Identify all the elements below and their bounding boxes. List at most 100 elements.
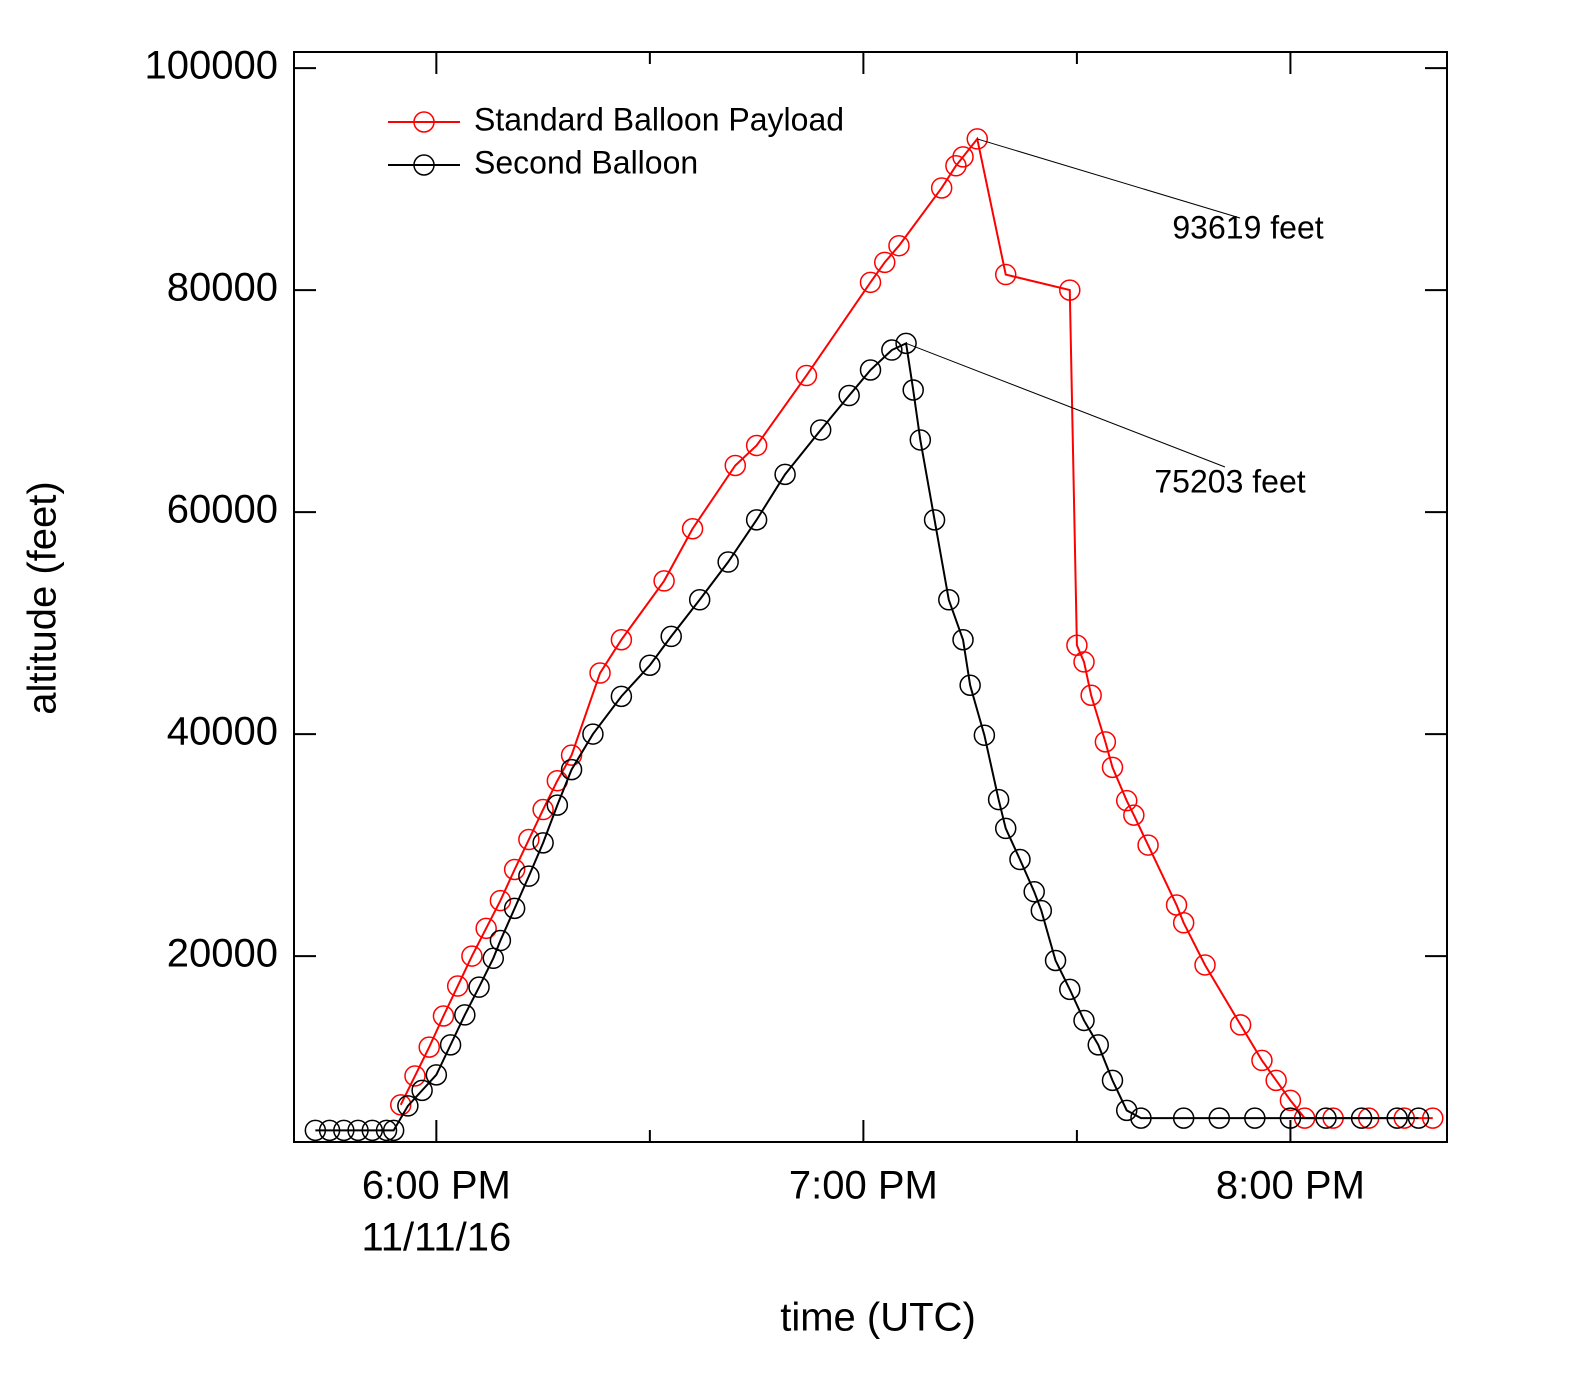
data-point — [1073, 1009, 1095, 1032]
data-point — [518, 865, 540, 887]
data-point — [390, 1094, 412, 1116]
annotation: 93619 feet — [1172, 209, 1323, 245]
data-point — [717, 551, 739, 573]
x-date-label: 11/11/16 — [361, 1216, 511, 1260]
data-point — [994, 263, 1017, 286]
data-point — [1087, 1034, 1110, 1056]
data-point — [1073, 651, 1095, 673]
data-point — [1115, 789, 1138, 812]
data-point — [404, 1065, 426, 1087]
data-point — [1279, 1089, 1302, 1112]
data-point — [418, 1036, 440, 1058]
data-point — [873, 251, 896, 274]
data-point — [895, 332, 917, 355]
data-point — [454, 1004, 476, 1026]
y-tick-label: 60000 — [167, 488, 278, 532]
data-point — [318, 1119, 341, 1142]
data-point — [397, 1095, 419, 1117]
data-point — [361, 1119, 384, 1142]
data-point — [966, 128, 989, 150]
x-tick-label: 8:00 PM — [1216, 1164, 1365, 1208]
data-point — [1422, 1107, 1444, 1129]
data-point — [503, 858, 526, 881]
data-point — [1059, 978, 1081, 1001]
y-tick-label: 100000 — [145, 44, 278, 88]
data-point — [795, 364, 818, 387]
data-point — [503, 897, 526, 920]
data-point — [560, 744, 583, 766]
data-point — [1172, 1107, 1195, 1129]
y-tick-label: 20000 — [167, 932, 278, 976]
data-point — [425, 1064, 448, 1086]
data-point — [1030, 899, 1053, 922]
data-point — [681, 517, 704, 540]
data-point — [888, 234, 910, 257]
data-point — [475, 917, 497, 940]
data-point — [923, 509, 946, 531]
data-point — [1059, 279, 1081, 301]
data-point — [1251, 1049, 1273, 1072]
data-point — [724, 454, 747, 477]
data-point — [1172, 912, 1195, 934]
legend-label: Second Balloon — [474, 144, 698, 180]
data-point — [610, 685, 633, 708]
data-point — [1123, 804, 1145, 826]
annotation: 75203 feet — [1154, 463, 1305, 499]
data-point — [489, 929, 512, 952]
data-point — [1350, 1107, 1373, 1129]
data-point — [994, 817, 1017, 840]
legend-label: Standard Balloon Payload — [474, 101, 844, 137]
data-point — [489, 889, 512, 912]
data-point — [938, 589, 960, 611]
data-point — [859, 359, 882, 381]
data-point — [1101, 756, 1124, 779]
data-point — [439, 1034, 462, 1056]
data-point — [1208, 1107, 1230, 1129]
data-point — [610, 628, 633, 651]
data-point — [952, 628, 974, 651]
data-point — [1386, 1107, 1408, 1129]
data-point — [774, 463, 796, 486]
data-point — [532, 832, 554, 854]
data-point — [809, 419, 832, 441]
data-point — [333, 1119, 355, 1142]
x-tick-label: 7:00 PM — [789, 1164, 938, 1208]
data-point — [745, 509, 768, 531]
data-point — [973, 724, 996, 746]
data-point — [1315, 1107, 1337, 1129]
data-point — [902, 379, 924, 401]
data-point — [952, 146, 974, 168]
data-point — [859, 271, 882, 294]
data-point — [546, 794, 569, 816]
data-point — [1080, 684, 1102, 706]
y-axis-title: altitude (feet) — [21, 481, 65, 714]
data-point — [582, 723, 604, 745]
data-point — [1044, 949, 1067, 972]
data-point — [375, 1119, 398, 1142]
data-point — [1009, 848, 1031, 871]
data-point — [589, 662, 611, 684]
data-point — [304, 1119, 327, 1142]
data-point — [560, 758, 583, 781]
data-point — [1023, 880, 1045, 903]
data-point — [838, 384, 860, 407]
data-point — [518, 828, 540, 851]
x-tick-label: 6:00 PM — [362, 1164, 511, 1208]
data-point — [532, 798, 554, 821]
data-point — [1265, 1069, 1287, 1092]
data-point — [1130, 1107, 1152, 1129]
data-point — [987, 788, 1010, 811]
data-point — [1407, 1107, 1430, 1129]
data-point — [1094, 731, 1117, 753]
data-point — [745, 434, 768, 457]
data-point — [688, 589, 711, 611]
y-tick-label: 80000 — [167, 266, 278, 310]
data-point — [446, 975, 469, 997]
data-point — [347, 1119, 369, 1142]
plot-frame — [293, 51, 1448, 1143]
series-line — [399, 136, 1433, 1120]
x-axis-title: time (UTC) — [780, 1296, 976, 1340]
data-point — [881, 339, 903, 361]
